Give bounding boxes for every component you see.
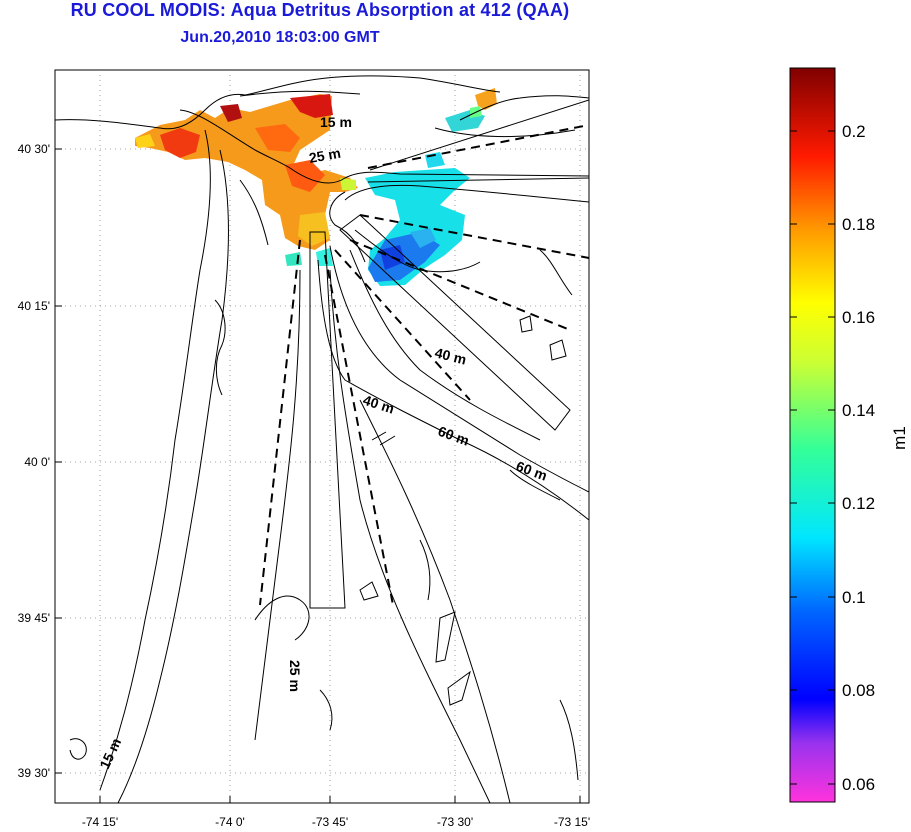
colorbar-unit-label: m1 (890, 426, 909, 450)
map-grid (55, 70, 589, 803)
y-tick-label: 40 15' (18, 299, 50, 313)
contour-labels: 15 m 25 m 40 m 40 m 60 m 60 m 25 m 15 m (96, 114, 549, 771)
colorbar-tick-label: 0.2 (842, 122, 866, 141)
colorbar-gradient (789, 67, 836, 803)
x-axis-labels: -74 15' -74 0' -73 45' -73 30' -73 15' (82, 815, 590, 829)
transect-lines (259, 99, 589, 609)
colorbar-tick-label: 0.08 (842, 681, 875, 700)
y-tick-label: 39 45' (18, 611, 50, 625)
colorbar-tick-label: 0.1 (842, 588, 866, 607)
y-tick-label: 39 30' (18, 766, 50, 780)
coastline-layer (55, 75, 589, 803)
colorbar-tick-label: 0.14 (842, 401, 875, 420)
chart-subtitle: Jun.20,2010 18:03:00 GMT (180, 29, 380, 46)
contour-label-25m-north: 25 m (308, 145, 342, 166)
colorbar-tick-label: 0.12 (842, 494, 875, 513)
contour-label-25m-south: 25 m (287, 660, 303, 692)
x-tick-label: -73 30' (437, 815, 473, 829)
axis-ticks (55, 148, 581, 803)
contour-label-15m-north: 15 m (320, 114, 352, 130)
x-tick-label: -73 15' (554, 815, 590, 829)
x-tick-label: -74 15' (82, 815, 118, 829)
colorbar-tick-label: 0.06 (842, 775, 875, 794)
y-tick-label: 40 0' (24, 455, 50, 469)
colorbar: 0.2 0.18 0.16 0.14 0.12 0.1 0.08 0.06 m1 (789, 67, 909, 803)
y-tick-label: 40 30' (18, 142, 50, 156)
colorbar-tick-label: 0.18 (842, 215, 875, 234)
x-tick-label: -73 45' (312, 815, 348, 829)
x-tick-label: -74 0' (215, 815, 245, 829)
y-axis-labels: 40 30' 40 15' 40 0' 39 45' 39 30' (18, 142, 50, 780)
chart-title: RU COOL MODIS: Aqua Detritus Absorption … (70, 0, 570, 20)
contour-label-40m-east: 40 m (433, 344, 468, 367)
colorbar-tick-label: 0.16 (842, 308, 875, 327)
